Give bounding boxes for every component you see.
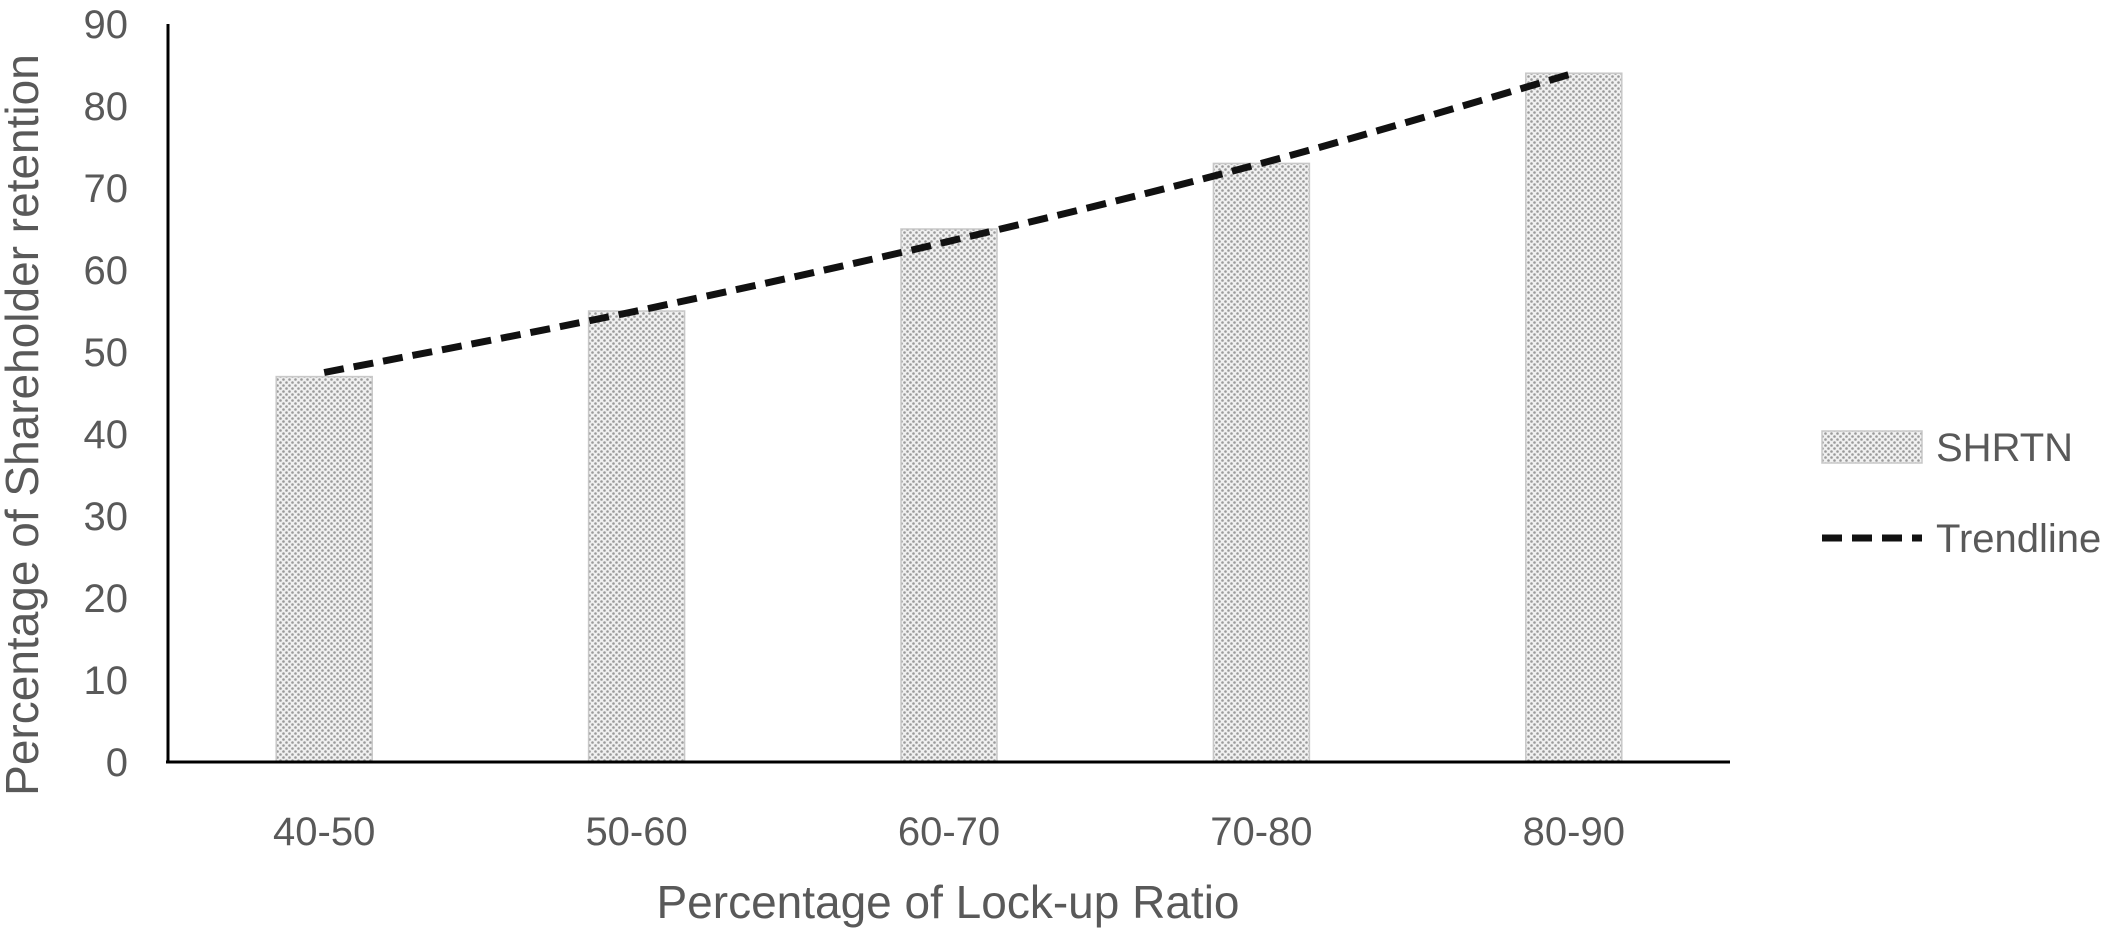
y-tick-label: 80 <box>84 85 129 129</box>
y-tick-label: 20 <box>84 577 129 621</box>
x-tick-label: 60-70 <box>898 810 1000 854</box>
y-tick-labels: 0 10 20 30 40 50 60 70 80 90 <box>84 3 129 785</box>
bar-40-50 <box>275 375 373 763</box>
x-tick-label: 50-60 <box>585 810 687 854</box>
trendline <box>323 69 1575 376</box>
y-tick-label: 90 <box>84 3 129 47</box>
y-tick-label: 10 <box>84 659 129 703</box>
x-tick-label: 70-80 <box>1210 810 1312 854</box>
bar-60-70 <box>900 228 998 763</box>
x-tick-label: 80-90 <box>1523 810 1625 854</box>
x-tick-labels: 40-50 50-60 60-70 70-80 80-90 <box>273 810 1625 854</box>
bar-80-90 <box>1525 72 1623 763</box>
x-tick-label: 40-50 <box>273 810 375 854</box>
y-tick-label: 50 <box>84 331 129 375</box>
y-tick-label: 70 <box>84 167 129 211</box>
bar-70-80 <box>1212 162 1311 763</box>
y-tick-label: 40 <box>84 413 129 457</box>
y-tick-label: 60 <box>84 249 129 293</box>
legend-label-trendline: Trendline <box>1936 517 2101 561</box>
y-axis-title: Percentage of Shareholder retention <box>0 54 48 796</box>
legend-swatch-shrtn <box>1821 430 1923 464</box>
legend-label-shrtn: SHRTN <box>1936 426 2073 470</box>
bar-50-60 <box>587 310 686 763</box>
x-axis-title: Percentage of Lock-up Ratio <box>656 876 1239 928</box>
legend: SHRTN Trendline <box>1821 426 2101 561</box>
y-tick-label: 0 <box>106 741 128 785</box>
bars <box>275 72 1623 763</box>
y-tick-label: 30 <box>84 495 129 539</box>
